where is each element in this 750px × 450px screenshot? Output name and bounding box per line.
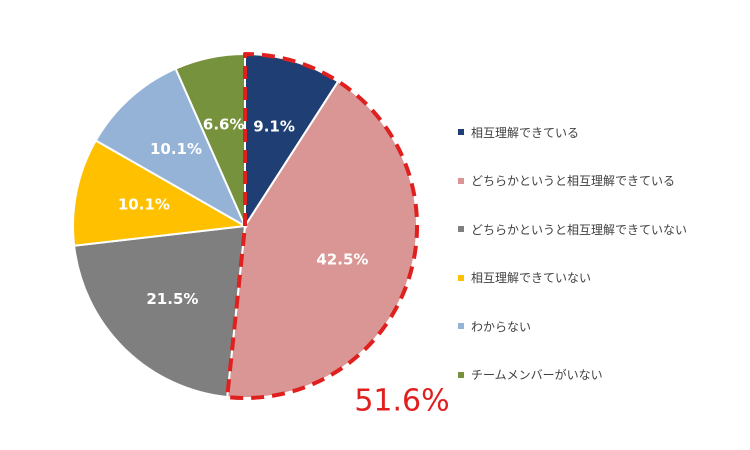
legend-item-0: 相互理解できている [458, 108, 687, 157]
legend-label-3: 相互理解できていない [471, 271, 592, 286]
slice-value-label-1: 42.5% [316, 251, 368, 269]
legend-swatch-2 [458, 226, 464, 233]
legend-item-2: どちらかというと相互理解できていない [458, 205, 687, 254]
legend-label-0: 相互理解できている [471, 125, 580, 140]
legend-item-5: チームメンバーがいない [458, 351, 687, 400]
legend-label-5: チームメンバーがいない [471, 368, 603, 383]
slice-value-label-2: 21.5% [146, 290, 198, 308]
legend: 相互理解できているどちらかというと相互理解できている どちらかというと相互理解でき… [458, 108, 687, 399]
legend-label-2: どちらかというと相互理解できていない [471, 222, 688, 237]
slice-value-label-3: 10.1% [118, 196, 170, 214]
legend-label-1: どちらかというと相互理解できている [471, 174, 676, 189]
pie-slice-1 [226, 80, 418, 399]
legend-item-4: わからない [458, 302, 687, 351]
legend-item-3: 相互理解できていない [458, 254, 687, 303]
slice-value-label-0: 9.1% [253, 118, 295, 136]
legend-swatch-1 [458, 177, 464, 184]
legend-item-1: どちらかというと相互理解できている [458, 157, 687, 206]
highlight-outline [225, 52, 420, 400]
legend-swatch-4 [458, 323, 464, 330]
legend-label-4: わからない [471, 319, 532, 334]
pie-slice-4 [94, 67, 248, 229]
pie-slice-2 [73, 224, 247, 399]
highlight-total-label: 51.6% [354, 384, 449, 419]
slice-value-label-5: 6.6% [203, 116, 245, 134]
pie-slice-3 [72, 139, 249, 247]
slice-value-label-4: 10.1% [150, 140, 202, 158]
legend-swatch-3 [458, 274, 464, 281]
legend-swatch-5 [458, 371, 464, 378]
legend-swatch-0 [458, 129, 464, 136]
